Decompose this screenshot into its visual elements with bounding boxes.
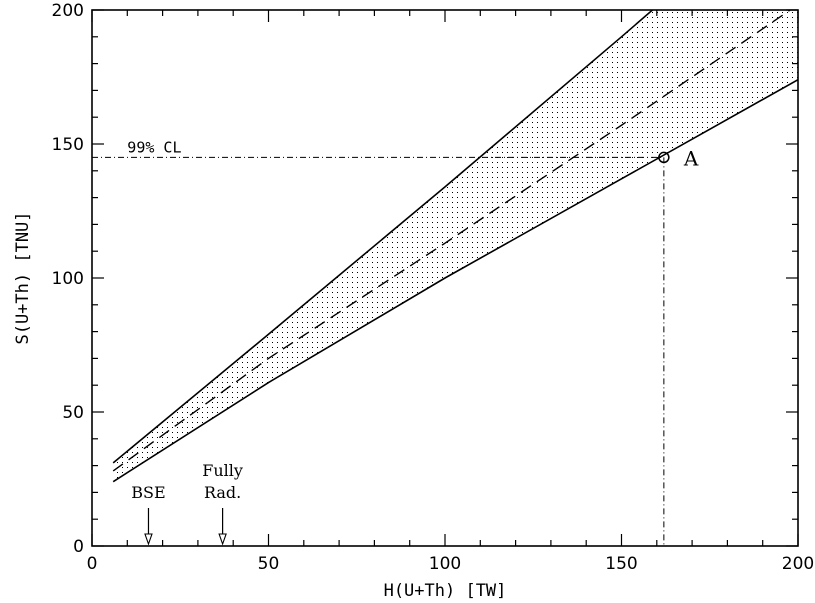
x-tick-label: 0 (87, 554, 98, 574)
arrow-label: Rad. (204, 483, 241, 502)
y-axis-title: S(U+Th) [TNU] (13, 211, 33, 344)
y-tick-label: 100 (52, 269, 84, 289)
x-tick-label: 100 (429, 554, 461, 574)
upper-bound-line (112, 10, 654, 464)
x-tick-label: 200 (782, 554, 814, 574)
point-a-label: A (683, 146, 699, 170)
x-axis-title: H(U+Th) [TW] (384, 581, 507, 601)
y-tick-label: 0 (73, 537, 84, 557)
x-tick-label: 50 (258, 554, 280, 574)
confidence-band (113, 10, 798, 482)
y-tick-label: 200 (52, 1, 84, 21)
axis-ticks (91, 9, 799, 547)
reference-arrows: BSE Fully Rad. (131, 461, 243, 546)
arrow-head (218, 533, 227, 546)
arrow-label: Fully (202, 461, 243, 480)
arrow-label: BSE (131, 483, 165, 502)
x-tick-label: 150 (605, 554, 637, 574)
point-a-marker (658, 151, 670, 164)
y-tick-label: 50 (62, 403, 84, 423)
arrow-head (144, 533, 153, 546)
central-dashed-line (112, 10, 792, 472)
axis-tick-labels: 0 50 100 150 200 0 50 100 150 200 (52, 1, 815, 574)
lower-bound-line (112, 78, 798, 483)
cl-label: 99% CL (127, 138, 181, 156)
y-tick-label: 150 (52, 135, 84, 155)
